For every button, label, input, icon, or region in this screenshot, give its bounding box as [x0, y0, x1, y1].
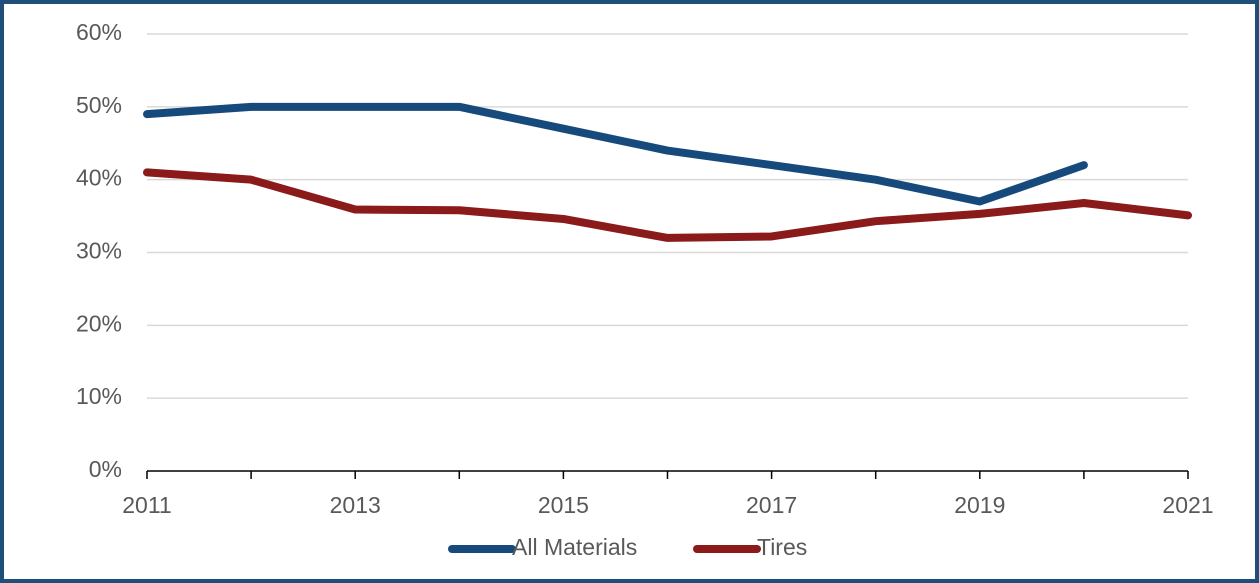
- y-tick-label: 30%: [76, 238, 122, 264]
- legend-label: All Materials: [512, 534, 637, 560]
- x-tick-label: 2021: [1162, 492, 1213, 518]
- x-tick-label: 2019: [954, 492, 1005, 518]
- x-tick-label: 2017: [746, 492, 797, 518]
- y-tick-label: 10%: [76, 383, 122, 409]
- y-tick-label: 20%: [76, 310, 122, 336]
- y-tick-label: 60%: [76, 19, 122, 45]
- y-tick-label: 40%: [76, 165, 122, 191]
- y-tick-label: 50%: [76, 92, 122, 118]
- series-line: [143, 168, 1192, 242]
- x-tick-label: 2015: [538, 492, 589, 518]
- x-tick-label: 2011: [122, 492, 171, 518]
- series-line: [143, 102, 1088, 206]
- y-tick-label: 0%: [89, 456, 122, 482]
- legend-label: Tires: [757, 534, 807, 560]
- x-tick-label: 2013: [330, 492, 381, 518]
